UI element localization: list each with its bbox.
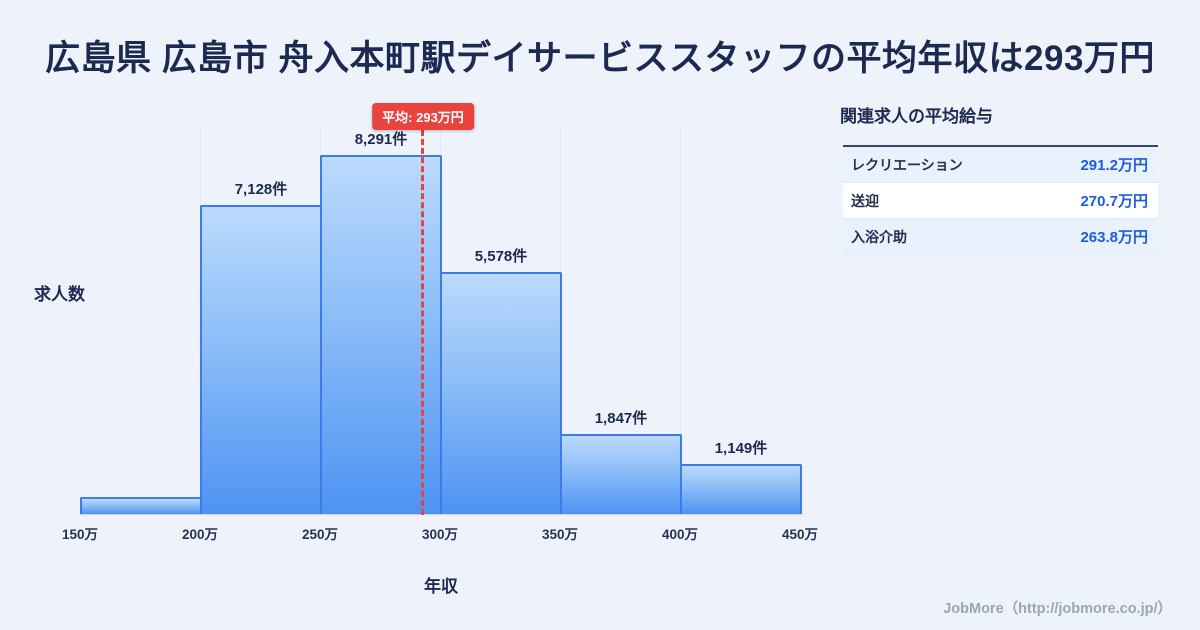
average-line	[421, 130, 424, 515]
x-tick-label: 250万	[301, 527, 339, 542]
bar-count-label: 7,128件	[234, 181, 288, 198]
bar-count-label: 8,291件	[354, 131, 408, 148]
histogram-bin: 1,149件	[680, 437, 802, 514]
related-job-row: レクリエーション 291.2万円	[843, 147, 1158, 183]
related-jobs-table: レクリエーション 291.2万円送迎 270.7万円入浴介助 263.8万円	[843, 145, 1158, 255]
histogram-bar	[560, 434, 682, 514]
histogram-bar	[440, 272, 562, 514]
related-job-label: レクリエーション	[851, 156, 963, 173]
x-tick-label: 400万	[661, 527, 699, 542]
x-tick-label: 450万	[781, 527, 819, 542]
footer-credit: JobMore（http://jobmore.co.jp/）	[943, 601, 1172, 617]
x-axis-ticks: 150万 200万 250万 300万 350万 400万 450万	[62, 523, 818, 543]
histogram-bin: 5,578件	[440, 245, 562, 514]
histogram-plot-area: 7,128件 8,291件 5,578件 1,847件 1,149件	[80, 125, 802, 515]
histogram-bar	[680, 464, 802, 514]
bar-count-label: 1,149件	[714, 440, 768, 457]
x-tick-label: 350万	[541, 527, 579, 542]
histogram-bin	[80, 491, 202, 514]
related-job-row: 送迎 270.7万円	[843, 183, 1158, 219]
related-job-label: 入浴介助	[851, 228, 907, 245]
y-axis-label: 求人数	[34, 285, 85, 304]
x-tick-label: 150万	[61, 527, 99, 542]
page-title: 広島県 広島市 舟入本町駅デイサービススタッフの平均年収は293万円	[45, 39, 1155, 78]
average-badge: 平均: 293万円	[372, 103, 474, 130]
histogram-bin: 1,847件	[560, 407, 682, 514]
histogram-bar	[200, 205, 322, 514]
related-job-value: 291.2万円	[1080, 157, 1148, 174]
gridline	[680, 125, 681, 514]
related-job-row: 入浴介助 263.8万円	[843, 219, 1158, 255]
x-tick-label: 300万	[421, 527, 459, 542]
related-job-value: 263.8万円	[1080, 229, 1148, 246]
histogram-bin: 7,128件	[200, 178, 322, 514]
histogram-bar	[80, 497, 202, 514]
bar-count-label: 1,847件	[594, 410, 648, 427]
related-job-label: 送迎	[851, 192, 879, 209]
related-job-value: 270.7万円	[1080, 193, 1148, 210]
x-axis-label: 年収	[424, 577, 458, 596]
bar-count-label: 5,578件	[474, 248, 528, 265]
related-jobs-heading: 関連求人の平均給与	[840, 107, 993, 126]
x-tick-label: 200万	[181, 527, 219, 542]
